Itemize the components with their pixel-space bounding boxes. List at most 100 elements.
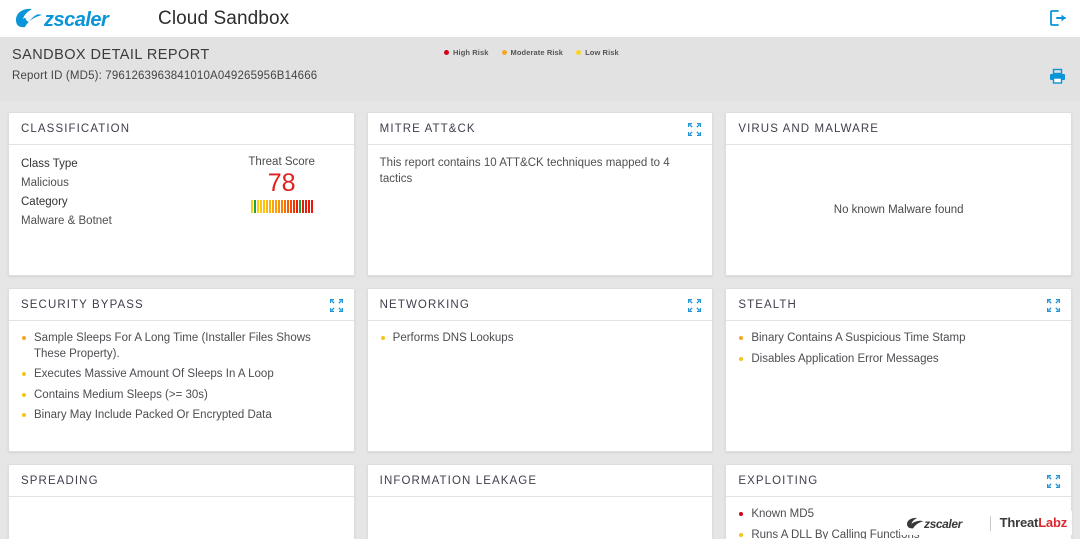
risk-bullet-moderate [739, 336, 744, 340]
expand-icon[interactable] [688, 122, 702, 141]
card-title-stealth: STEALTH [738, 298, 797, 311]
card-stealth: STEALTH Binary Contains A Suspicious Tim… [725, 288, 1072, 452]
card-header-information-leakage: INFORMATION LEAKAGE [367, 465, 713, 497]
card-information-leakage: INFORMATION LEAKAGE [366, 464, 714, 539]
finding-item: Contains Medium Sleeps (>= 30s) [21, 388, 342, 404]
legend-label-low: Low Risk [585, 48, 619, 57]
category-value: Malware & Botnet [21, 215, 112, 227]
card-spreading: SPREADING [8, 464, 355, 539]
card-security-bypass: SECURITY BYPASS Sample Sleeps For A Long… [8, 288, 355, 452]
card-header-virus-and-malware: VIRUS AND MALWARE [726, 113, 1071, 145]
finding-text: Performs DNS Lookups [392, 332, 514, 344]
finding-list: Known MD5 Runs A DLL By Calling Functions [738, 507, 1059, 539]
expand-icon[interactable] [329, 298, 343, 317]
risk-bullet-low [22, 372, 26, 376]
finding-item: Executes Massive Amount Of Sleeps In A L… [21, 367, 342, 383]
finding-item: Runs A DLL By Calling Functions [738, 528, 1059, 539]
watermark-threatlabz: ThreatLabz [1000, 514, 1068, 532]
legend-label-moderate: Moderate Risk [510, 48, 564, 57]
expand-icon[interactable] [1046, 298, 1061, 317]
card-body-networking: Performs DNS Lookups [368, 321, 713, 451]
risk-bullet-high [739, 512, 744, 516]
finding-item: Disables Application Error Messages [738, 352, 1059, 368]
finding-item: Performs DNS Lookups [380, 331, 701, 347]
card-body-information-leakage [368, 497, 713, 539]
risk-bullet-low [380, 336, 385, 340]
card-title-spreading: SPREADING [21, 474, 99, 487]
threat-score-value: 78 [267, 169, 296, 197]
legend-item-moderate: Moderate Risk [501, 48, 564, 57]
card-header-security-bypass: SECURITY BYPASS [9, 289, 354, 321]
finding-text: Disables Application Error Messages [751, 352, 939, 365]
finding-text: Binary May Include Packed Or Encrypted D… [34, 409, 272, 421]
finding-item: Binary Contains A Suspicious Time Stamp [738, 331, 1059, 347]
threatlabz-watermark: zscaler ThreatLabz [899, 511, 1072, 535]
card-header-spreading: SPREADING [9, 465, 354, 497]
card-body-stealth: Binary Contains A Suspicious Time Stamp D… [726, 321, 1071, 451]
zscaler-watermark-icon: zscaler [906, 517, 964, 531]
finding-text: Known MD5 [751, 508, 814, 520]
page-title: SANDBOX DETAIL REPORT [12, 47, 210, 63]
card-title-mitre-attack: MITRE ATT&CK [379, 122, 476, 135]
card-body-exploiting: Known MD5 Runs A DLL By Calling Functions [726, 497, 1071, 539]
moderate-risk-dot [501, 50, 507, 55]
watermark-divider [989, 515, 991, 531]
legend-item-high: High Risk [444, 48, 489, 57]
card-title-security-bypass: SECURITY BYPASS [21, 298, 144, 311]
risk-bullet-low [22, 413, 26, 417]
logout-icon[interactable] [1048, 8, 1068, 33]
card-networking: NETWORKING Performs DNS Lookups [366, 288, 714, 452]
risk-legend: High Risk Moderate Risk Low Risk [444, 48, 619, 57]
legend-label-high: High Risk [453, 48, 489, 57]
class-type-label: Class Type [21, 158, 78, 170]
card-body-spreading [9, 497, 354, 539]
report-header: SANDBOX DETAIL REPORT Report ID (MD5): 7… [0, 37, 1080, 127]
report-card-grid: CLASSIFICATION Class Type Malicious Cate… [0, 112, 1080, 539]
finding-text: Sample Sleeps For A Long Time (Installer… [34, 332, 311, 360]
expand-icon[interactable] [1046, 474, 1061, 493]
card-body-virus-and-malware: No known Malware found [726, 145, 1071, 275]
card-header-networking: NETWORKING [367, 289, 713, 321]
risk-bullet-low [22, 392, 26, 397]
no-malware-message: No known Malware found [833, 204, 964, 216]
risk-bullet-moderate [22, 336, 26, 340]
legend-item-low: Low Risk [576, 48, 619, 57]
high-risk-dot [444, 50, 449, 55]
top-bar: zscaler Cloud Sandbox [0, 0, 1080, 37]
risk-bullet-low [739, 532, 744, 537]
zscaler-logo[interactable]: zscaler [12, 6, 142, 32]
svg-text:zscaler: zscaler [923, 517, 964, 531]
class-type-value: Malicious [21, 177, 69, 189]
finding-text: Executes Massive Amount Of Sleeps In A L… [34, 368, 274, 380]
risk-bullet-low [739, 356, 744, 361]
finding-item: Known MD5 [738, 507, 1059, 523]
category-label: Category [21, 196, 68, 208]
finding-item: Sample Sleeps For A Long Time (Installer… [21, 331, 342, 362]
card-title-exploiting: EXPLOITING [738, 474, 819, 487]
card-mitre-attack: MITRE ATT&CK This report contains 10 ATT… [366, 112, 714, 276]
finding-list: Performs DNS Lookups [380, 331, 701, 347]
card-exploiting: EXPLOITING Known MD5 Runs A DLL By Callin… [725, 464, 1072, 539]
finding-list: Binary Contains A Suspicious Time Stamp D… [738, 331, 1059, 367]
finding-list: Sample Sleeps For A Long Time (Installer… [21, 331, 342, 424]
finding-item: Binary May Include Packed Or Encrypted D… [21, 408, 342, 424]
threat-score-gauge [222, 199, 342, 213]
card-body-mitre-attack: This report contains 10 ATT&CK technique… [368, 145, 713, 275]
card-body-classification: Class Type Malicious Category Malware & … [9, 145, 354, 275]
finding-text: Contains Medium Sleeps (>= 30s) [34, 388, 208, 401]
card-header-exploiting: EXPLOITING [726, 465, 1071, 497]
print-icon[interactable] [1049, 68, 1066, 89]
card-header-mitre-attack: MITRE ATT&CK [367, 113, 713, 145]
card-body-security-bypass: Sample Sleeps For A Long Time (Installer… [9, 321, 354, 451]
zscaler-logo-icon: zscaler [16, 8, 111, 31]
card-title-virus-and-malware: VIRUS AND MALWARE [738, 122, 880, 135]
card-title-information-leakage: INFORMATION LEAKAGE [379, 474, 538, 487]
expand-icon[interactable] [688, 298, 702, 317]
card-title-networking: NETWORKING [379, 298, 470, 311]
card-title-classification: CLASSIFICATION [21, 122, 131, 135]
svg-text:zscaler: zscaler [43, 9, 110, 31]
card-classification: CLASSIFICATION Class Type Malicious Cate… [8, 112, 355, 276]
card-virus-and-malware: VIRUS AND MALWARE No known Malware found [725, 112, 1072, 276]
card-header-stealth: STEALTH [726, 289, 1071, 321]
mitre-summary-text: This report contains 10 ATT&CK technique… [379, 157, 670, 185]
